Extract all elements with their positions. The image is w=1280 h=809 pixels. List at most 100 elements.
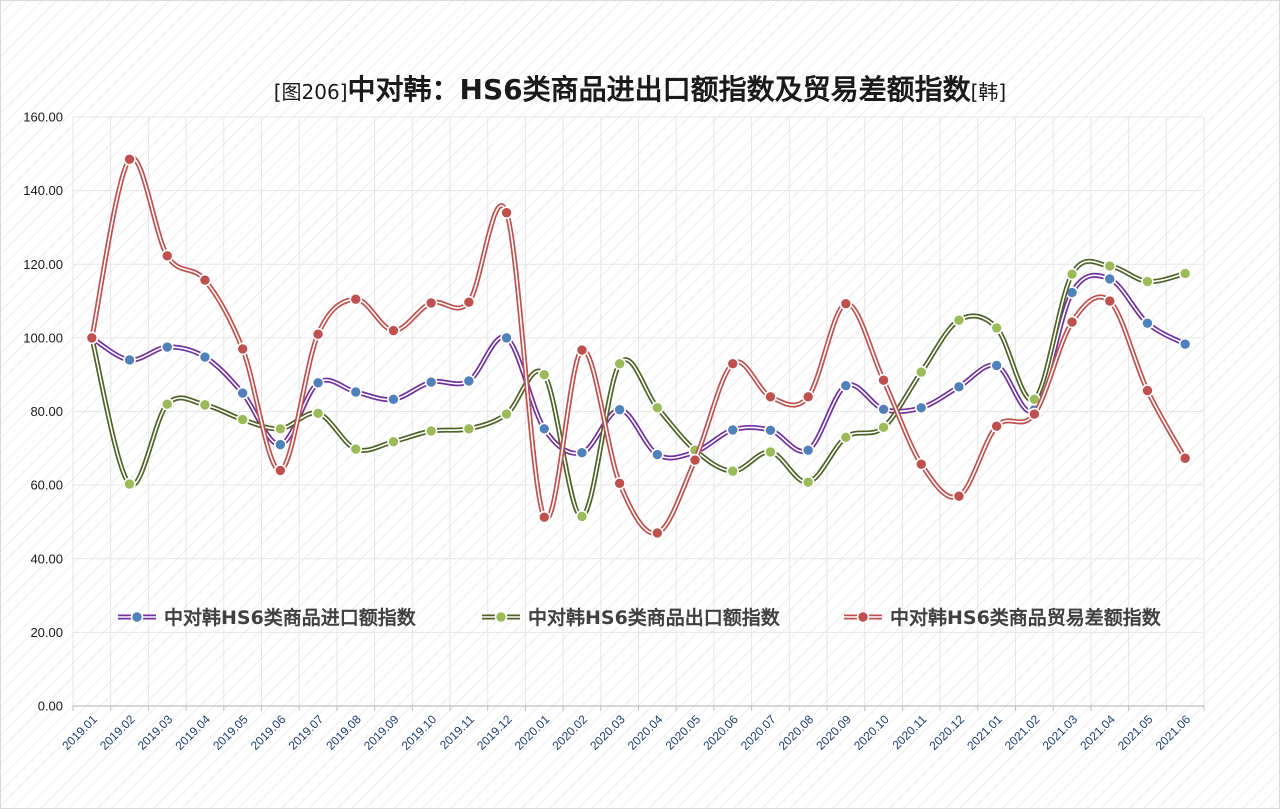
grid xyxy=(72,116,1205,706)
data-point xyxy=(123,477,136,491)
y-tick-label: 20.00 xyxy=(30,625,63,640)
data-point xyxy=(952,380,966,394)
chart-title-suffix: [韩] xyxy=(971,80,1007,104)
data-point xyxy=(651,448,664,461)
legend-label: 中对韩HS6类商品贸易差额指数 xyxy=(890,606,1162,629)
data-point xyxy=(914,457,928,471)
data-point xyxy=(160,397,174,411)
data-point xyxy=(877,373,890,387)
data-point xyxy=(500,331,513,345)
data-point xyxy=(198,273,212,287)
legend-swatch-marker xyxy=(494,610,508,624)
data-point xyxy=(387,435,400,448)
data-point xyxy=(85,331,99,345)
y-tick-label: 60.00 xyxy=(30,478,63,493)
data-point xyxy=(839,297,853,310)
data-point xyxy=(274,464,287,477)
data-point xyxy=(801,443,815,457)
data-point xyxy=(537,368,551,381)
data-point xyxy=(349,385,363,399)
data-point xyxy=(575,510,589,523)
data-point xyxy=(877,402,890,416)
data-point xyxy=(914,401,928,415)
data-point xyxy=(726,423,740,437)
y-tick-label: 120.00 xyxy=(23,257,63,272)
data-point xyxy=(651,401,664,415)
data-point xyxy=(462,422,476,436)
data-point xyxy=(1178,451,1192,465)
data-point xyxy=(349,292,363,306)
data-point xyxy=(198,398,212,412)
data-point xyxy=(688,453,702,467)
data-point xyxy=(311,407,325,420)
data-point xyxy=(1178,267,1192,280)
data-point xyxy=(537,510,551,524)
y-tick-label: 40.00 xyxy=(30,551,63,566)
chart-title-main: 中对韩：HS6类商品进出口额指数及贸易差额指数 xyxy=(348,73,972,106)
data-point xyxy=(537,422,551,436)
data-point xyxy=(1065,267,1079,281)
series-trade-balance-index xyxy=(85,153,1192,540)
y-tick-label: 0.00 xyxy=(38,699,63,714)
data-point xyxy=(1065,315,1079,329)
data-point xyxy=(274,438,287,451)
axes xyxy=(72,705,1205,711)
data-point xyxy=(160,340,174,354)
data-point xyxy=(198,350,212,364)
data-point xyxy=(424,296,438,310)
data-point xyxy=(575,446,589,460)
data-point xyxy=(575,343,589,357)
data-point xyxy=(1028,407,1041,421)
data-point xyxy=(990,359,1003,372)
data-point xyxy=(839,379,853,393)
data-point xyxy=(613,357,626,370)
data-point xyxy=(952,489,966,503)
y-axis-ticks: 0.00 20.00 40.00 60.00 80.00 100.00 120.00 140.… xyxy=(23,110,63,714)
data-point xyxy=(801,390,815,404)
data-point xyxy=(236,342,249,356)
series-import-index xyxy=(85,272,1192,461)
chart-title-prefix: [图206] xyxy=(274,80,348,104)
data-point xyxy=(990,419,1003,433)
data-point xyxy=(877,421,890,434)
data-point xyxy=(349,442,363,456)
data-point xyxy=(462,295,476,309)
legend: 中对韩HS6类商品进口额指数 中对韩HS6类商品出口额指数 中对韩HS6类商品贸易差… xyxy=(118,606,1162,629)
legend-label: 中对韩HS6类商品出口额指数 xyxy=(528,606,781,629)
legend-item-export-index: 中对韩HS6类商品出口额指数 xyxy=(482,606,781,629)
data-point xyxy=(839,430,853,444)
data-point xyxy=(387,324,400,337)
data-point xyxy=(387,393,400,406)
data-point xyxy=(613,476,626,490)
data-point xyxy=(1103,272,1117,286)
data-point xyxy=(914,365,928,379)
data-point xyxy=(726,464,740,478)
data-point xyxy=(1103,259,1117,273)
data-point xyxy=(990,321,1003,335)
data-point xyxy=(274,422,287,436)
data-point xyxy=(726,357,740,370)
legend-swatch-marker xyxy=(856,610,870,624)
data-point xyxy=(764,390,777,404)
data-point xyxy=(160,249,174,263)
data-point xyxy=(613,403,626,416)
legend-swatch-marker xyxy=(130,610,144,624)
series-lines xyxy=(85,153,1192,540)
y-tick-label: 100.00 xyxy=(23,330,63,345)
y-tick-label: 140.00 xyxy=(23,183,63,198)
data-point xyxy=(651,526,664,540)
data-point xyxy=(801,475,815,489)
legend-label: 中对韩HS6类商品进口额指数 xyxy=(164,606,417,629)
data-point xyxy=(311,327,325,341)
data-point xyxy=(500,206,513,220)
y-tick-label: 80.00 xyxy=(30,404,63,419)
data-point xyxy=(236,386,249,400)
data-point xyxy=(1141,275,1154,288)
data-point xyxy=(462,374,476,388)
data-point xyxy=(1178,337,1192,351)
data-point xyxy=(1103,294,1117,308)
data-point xyxy=(424,424,438,438)
data-point xyxy=(500,407,513,421)
